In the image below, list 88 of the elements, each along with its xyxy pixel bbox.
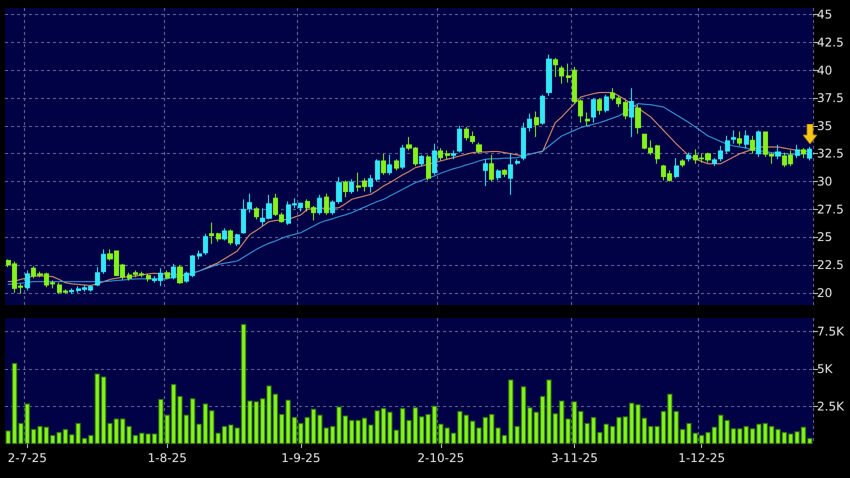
y-tick-label: 7.5K <box>817 324 846 338</box>
candlestick <box>209 222 214 244</box>
candlestick <box>25 270 30 292</box>
candlestick <box>674 158 679 179</box>
candlestick <box>508 153 513 196</box>
x-tick-label: 1-9-25 <box>281 451 320 465</box>
candlestick <box>680 158 685 168</box>
candlestick <box>69 288 74 294</box>
candlestick <box>235 233 240 247</box>
candlestick <box>476 142 482 154</box>
y-tick-label: 32.5 <box>817 146 844 161</box>
candlestick <box>712 158 717 166</box>
candlestick <box>254 206 259 220</box>
candlestick <box>483 158 488 186</box>
candlestick <box>553 58 558 78</box>
candlestick <box>349 178 354 194</box>
candlestick <box>559 65 564 84</box>
candlestick <box>432 143 437 176</box>
candlestick <box>718 145 723 162</box>
y-tick-label: 27.5 <box>817 202 844 216</box>
candlestick <box>725 135 730 154</box>
candlestick <box>623 100 628 120</box>
candlestick <box>591 98 596 124</box>
y-tick-label: 22.5 <box>817 258 844 272</box>
candlestick <box>228 228 233 246</box>
candlestick <box>381 153 386 176</box>
candlestick <box>635 104 641 134</box>
candlestick <box>655 144 660 164</box>
candlestick <box>604 94 609 114</box>
y-tick-label: 45 <box>817 8 832 22</box>
candlestick <box>343 180 348 198</box>
candlestick <box>540 94 545 126</box>
candlestick <box>515 158 520 166</box>
candlestick <box>445 150 450 160</box>
candlestick <box>394 158 399 171</box>
y-tick-label: 40 <box>817 63 832 78</box>
candlestick <box>756 130 761 158</box>
candlestick <box>375 158 380 182</box>
y-tick-label: 2.5K <box>817 400 846 414</box>
y-tick-label: 20 <box>817 286 832 300</box>
candlestick <box>419 154 424 166</box>
candlestick <box>171 263 176 280</box>
candlestick <box>426 154 431 181</box>
y-tick-label: 5K <box>817 362 834 376</box>
candlestick <box>502 168 507 178</box>
candlestick <box>197 250 202 260</box>
y-tick-label: 42.5 <box>817 35 844 50</box>
candlestick <box>165 270 170 280</box>
candlestick <box>317 194 322 216</box>
candlestick <box>400 144 405 170</box>
candlestick <box>216 232 221 242</box>
candlestick <box>496 168 501 181</box>
candlestick <box>177 264 183 284</box>
candlestick <box>222 228 227 241</box>
y-tick-label: 30 <box>817 174 832 189</box>
candlestick <box>457 125 462 154</box>
candlestick <box>451 150 456 160</box>
x-tick-label: 3-11-25 <box>550 451 598 465</box>
candlestick <box>750 135 755 154</box>
candlestick <box>489 154 494 182</box>
candlestick <box>775 144 781 160</box>
candlestick <box>324 193 329 216</box>
candlestick <box>801 148 806 159</box>
candlestick <box>203 233 208 256</box>
x-tick-label: 1-12-25 <box>678 451 726 465</box>
candlestick <box>629 88 634 138</box>
candlestick <box>731 130 736 144</box>
y-tick-label: 35 <box>817 118 832 133</box>
candlestick <box>387 154 392 176</box>
candlestick <box>807 146 812 161</box>
candlestick <box>368 174 373 194</box>
x-tick-label: 2-7-25 <box>8 451 47 465</box>
candlestick <box>146 273 151 282</box>
candlestick <box>585 112 590 126</box>
candlestick <box>438 148 443 161</box>
candlestick <box>795 144 800 159</box>
y-tick-label: 37.5 <box>817 91 844 106</box>
candlestick <box>686 152 691 162</box>
x-tick-label: 2-10-25 <box>417 451 464 465</box>
candlestick <box>744 130 749 149</box>
candlestick <box>95 266 100 287</box>
candlestick <box>737 130 742 146</box>
y-tick-label: 25 <box>817 230 832 244</box>
x-tick-label: 1-8-25 <box>148 451 187 465</box>
candlestick <box>101 248 106 274</box>
candlestick <box>597 98 602 116</box>
candlestick <box>534 110 539 138</box>
candlestick <box>546 54 552 96</box>
